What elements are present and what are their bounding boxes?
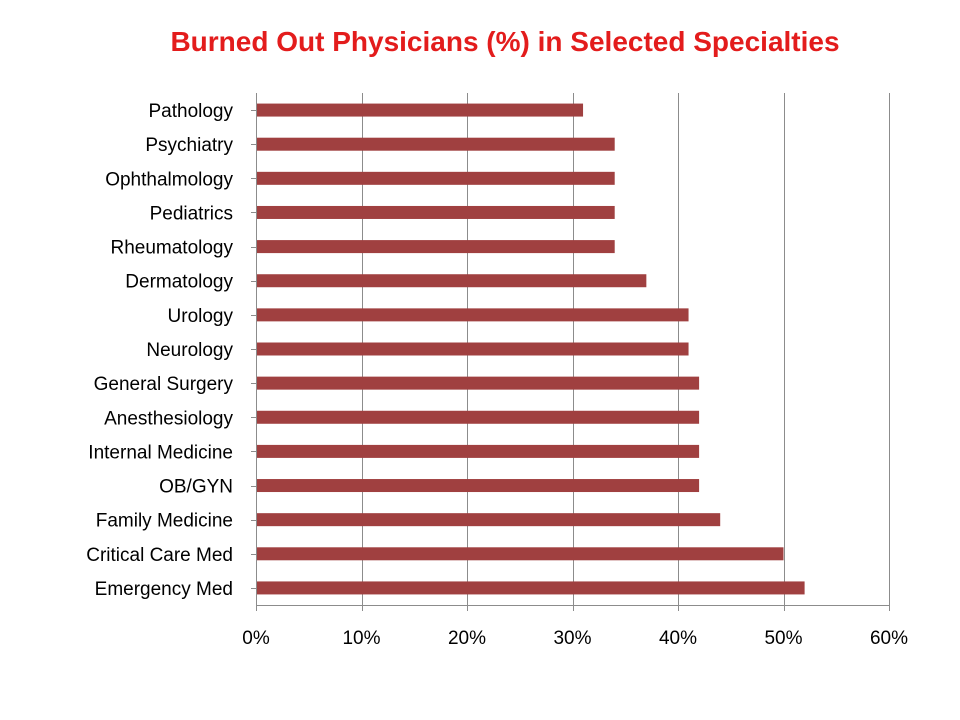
bar [257,137,615,151]
bar [257,171,615,185]
axes [251,93,890,611]
category-label: Critical Care Med [86,545,233,566]
category-labels: Pathology Psychiatry Ophthalmology Pediatri… [86,101,233,600]
category-label: Neurology [146,340,233,361]
x-tick-label: 20% [448,628,486,649]
category-label: Pediatrics [150,203,233,224]
bar [257,308,689,322]
category-label: Rheumatology [110,238,233,259]
x-tick-label: 60% [870,628,908,649]
chart-title: Burned Out Physicians (%) in Selected Sp… [170,26,840,57]
bar [257,103,584,117]
x-tick-label: 0% [242,628,270,649]
bar [257,376,700,390]
x-tick-label: 40% [659,628,697,649]
bar [257,410,700,424]
bar [257,547,784,561]
category-label: Ophthalmology [105,169,233,190]
category-label: General Surgery [94,374,234,395]
bar [257,513,721,527]
category-label: Internal Medicine [88,442,233,463]
category-label: Dermatology [125,272,233,293]
category-label: Pathology [148,101,233,122]
x-tick-label: 50% [764,628,802,649]
bar [257,581,805,595]
category-label: Anesthesiology [104,408,233,429]
bars [257,103,805,595]
category-label: Family Medicine [96,511,233,532]
x-tick-label: 10% [342,628,380,649]
bar [257,205,615,219]
bar [257,479,700,493]
category-label: Emergency Med [95,579,233,600]
bar [257,444,700,458]
x-tick-label: 30% [553,628,591,649]
bar [257,342,689,356]
category-label: Urology [168,306,234,327]
x-tick-labels: 0% 10% 20% 30% 40% 50% 60% [242,628,908,649]
category-label: OB/GYN [159,477,233,498]
bar [257,240,615,254]
category-label: Psychiatry [145,135,233,156]
bar [257,274,647,288]
